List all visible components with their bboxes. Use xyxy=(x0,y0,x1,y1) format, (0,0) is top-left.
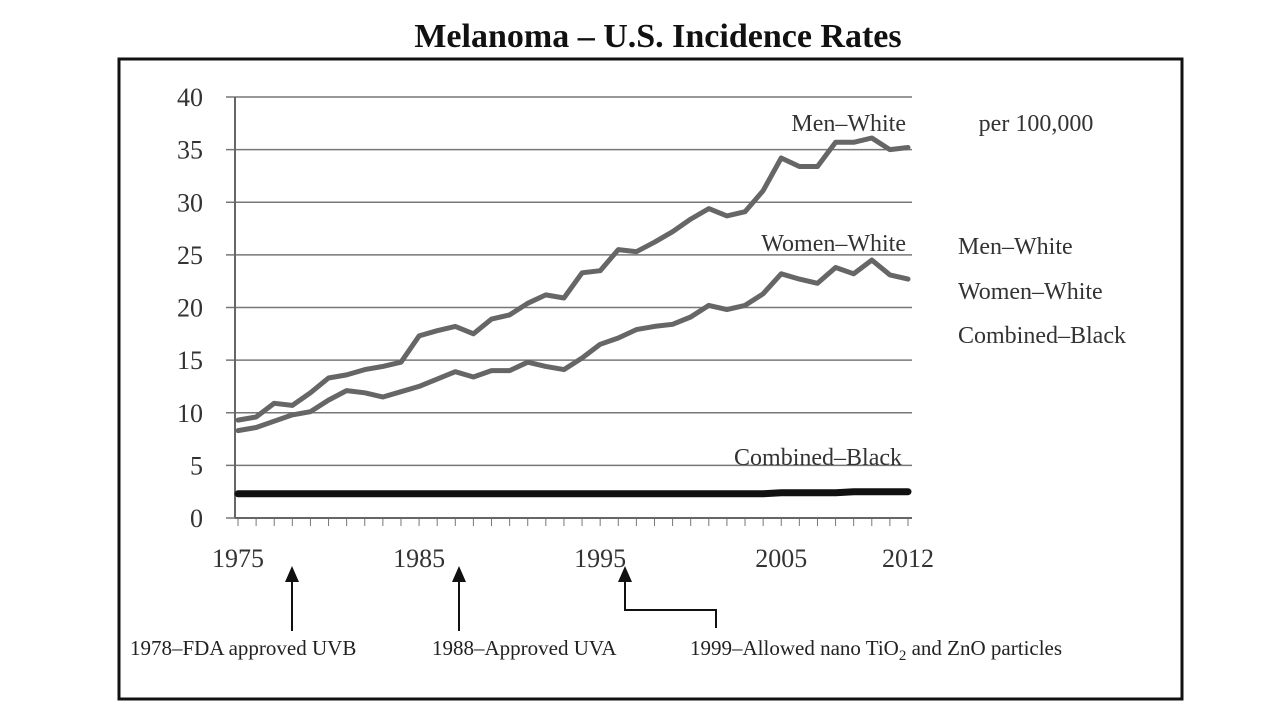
x-tick-label: 2012 xyxy=(882,544,934,573)
y-tick-label: 0 xyxy=(190,504,203,533)
y-tick-label: 20 xyxy=(177,294,203,323)
y-tick-label: 5 xyxy=(190,451,203,480)
y-tick-label: 35 xyxy=(177,136,203,165)
y-axis-ticks: 0 5 10 15 20 25 30 35 40 xyxy=(177,83,203,533)
x-tick-label: 1995 xyxy=(574,544,626,573)
chart-title: Melanoma – U.S. Incidence Rates xyxy=(414,18,901,55)
y-tick-label: 30 xyxy=(177,188,203,217)
unit-label: per 100,000 xyxy=(979,111,1094,137)
line-label-men-white: Men–White xyxy=(791,111,906,137)
annotation-arrowhead-1978 xyxy=(285,566,299,582)
legend: Men–White Women–White Combined–Black xyxy=(958,234,1126,349)
series-lines xyxy=(234,135,912,498)
line-label-women-white: Women–White xyxy=(761,231,906,257)
y-tick-label: 10 xyxy=(177,399,203,428)
legend-item-women-white: Women–White xyxy=(958,279,1103,305)
series-line-men-white xyxy=(235,135,911,423)
x-axis-ticks: 1975 1985 1995 2005 2012 xyxy=(212,518,934,573)
x-tick-label: 1975 xyxy=(212,544,264,573)
legend-item-combined-black: Combined–Black xyxy=(958,323,1126,349)
annotation-text-1988: 1988–Approved UVA xyxy=(432,636,617,660)
y-tick-label: 15 xyxy=(177,346,203,375)
annotation-text-1978: 1978–FDA approved UVB xyxy=(130,636,356,660)
x-tick-label: 1985 xyxy=(393,544,445,573)
annotation-arrowhead-1988 xyxy=(452,566,466,582)
annotation-text-1999-sub: 2 xyxy=(899,648,907,664)
line-label-combined-black: Combined–Black xyxy=(734,445,902,471)
annotation-1999: 1999–Allowed nano TiO2 and ZnO particles xyxy=(618,566,1062,664)
series-line-combined-black xyxy=(234,488,912,498)
annotation-arrow-1999 xyxy=(624,572,717,628)
annotation-arrowhead-1999 xyxy=(618,566,632,582)
annotation-text-1999-part1: 1999–Allowed nano TiO xyxy=(690,636,899,660)
legend-item-men-white: Men–White xyxy=(958,234,1073,260)
chart-frame xyxy=(117,57,1184,701)
annotation-1988: 1988–Approved UVA xyxy=(432,566,617,660)
annotation-text-1999-part2: and ZnO particles xyxy=(906,636,1062,660)
x-tick-label: 2005 xyxy=(755,544,807,573)
gridlines xyxy=(226,96,912,519)
series-line-women-white xyxy=(235,257,911,434)
annotation-text-1999: 1999–Allowed nano TiO2 and ZnO particles xyxy=(690,636,1062,664)
annotation-1978: 1978–FDA approved UVB xyxy=(130,566,356,660)
y-tick-label: 25 xyxy=(177,241,203,270)
y-tick-label: 40 xyxy=(177,83,203,112)
